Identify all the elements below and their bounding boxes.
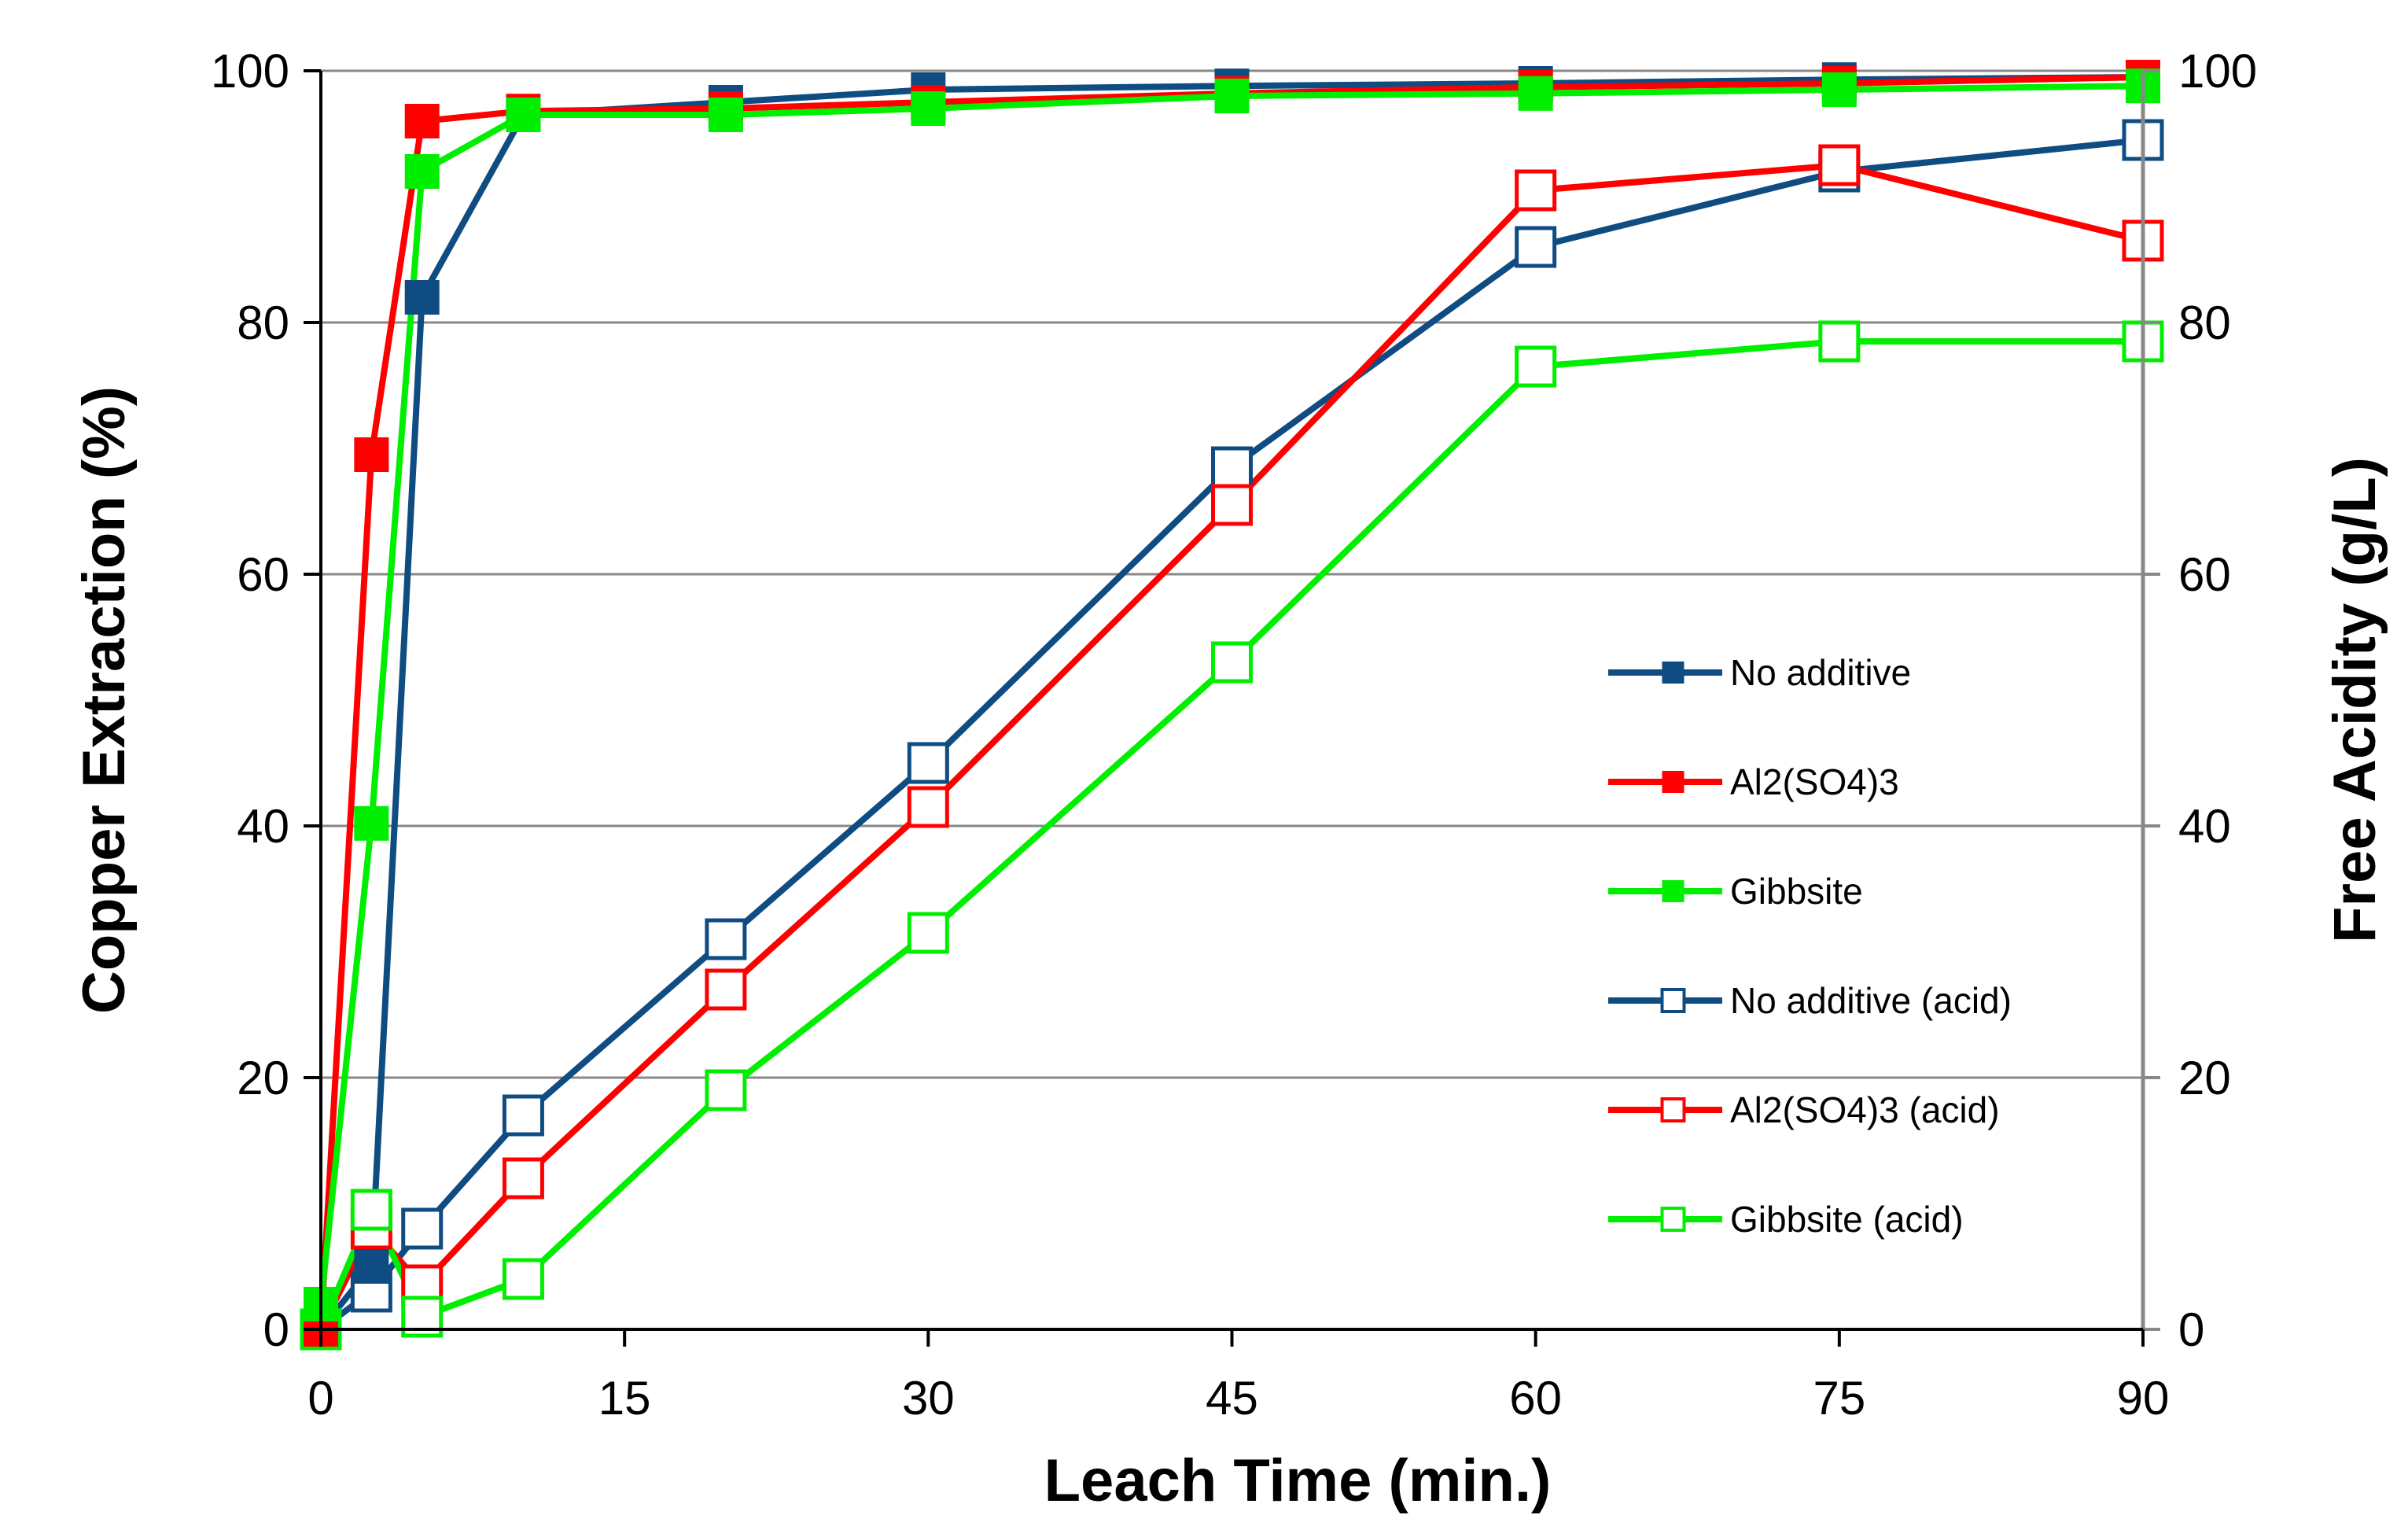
legend-label: No additive bbox=[1730, 652, 1911, 693]
data-point bbox=[907, 742, 949, 784]
data-point bbox=[354, 805, 389, 841]
series-line bbox=[318, 74, 2144, 1332]
x-tick-label: 75 bbox=[1813, 1372, 1865, 1425]
data-point bbox=[502, 1258, 544, 1300]
legend-marker bbox=[1662, 662, 1684, 684]
data-point bbox=[1518, 76, 1553, 111]
data-point bbox=[1515, 226, 1557, 268]
data-point bbox=[401, 1207, 444, 1250]
data-point bbox=[1821, 72, 1857, 107]
data-point bbox=[1515, 169, 1557, 212]
y2-tick-label: 40 bbox=[2178, 800, 2231, 853]
legend-marker bbox=[1662, 880, 1684, 902]
legend-label: Gibbsite (acid) bbox=[1730, 1199, 1964, 1240]
y-tick-label: 20 bbox=[237, 1052, 289, 1104]
legend-label: Gibbsite bbox=[1730, 871, 1863, 912]
x-tick-label: 45 bbox=[1206, 1372, 1258, 1425]
series-lines bbox=[318, 74, 2144, 1332]
data-point bbox=[354, 1249, 389, 1284]
legend-marker bbox=[1662, 771, 1684, 793]
data-point bbox=[1515, 345, 1557, 388]
legend-marker bbox=[1660, 988, 1686, 1013]
y2-tick-label: 0 bbox=[2178, 1303, 2204, 1356]
data-point bbox=[1818, 320, 1861, 363]
data-point bbox=[1211, 484, 1253, 526]
tick-labels: 0 20 40 60 80 100 0 20 40 60 80 100 0 15 30 45 60 75 90 bbox=[211, 45, 2257, 1425]
gridlines bbox=[321, 69, 2143, 1079]
legend-label: No additive (acid) bbox=[1730, 980, 2012, 1021]
x-tick-label: 0 bbox=[307, 1372, 333, 1425]
data-point bbox=[708, 98, 743, 132]
legend-marker bbox=[1660, 1207, 1686, 1232]
data-point bbox=[502, 1094, 544, 1137]
y2-tick-label: 20 bbox=[2178, 1052, 2231, 1104]
y-tick-label: 0 bbox=[263, 1303, 289, 1356]
axes bbox=[304, 69, 2160, 1347]
y-tick-label: 40 bbox=[237, 800, 289, 853]
y2-tick-label: 100 bbox=[2178, 45, 2257, 98]
x-tick-label: 30 bbox=[902, 1372, 955, 1425]
y-tick-label: 60 bbox=[237, 548, 289, 601]
y2-tick-label: 60 bbox=[2178, 548, 2231, 601]
legend-label: Al2(SO4)3 (acid) bbox=[1730, 1089, 2000, 1130]
x-tick-label: 15 bbox=[598, 1372, 651, 1425]
x-tick-label: 60 bbox=[1509, 1372, 1562, 1425]
data-point bbox=[404, 104, 440, 138]
data-point bbox=[907, 786, 949, 828]
data-point bbox=[354, 437, 389, 472]
data-point bbox=[705, 1069, 747, 1111]
series-line bbox=[318, 83, 2144, 1305]
y-axis-title: Copper Extraction (%) bbox=[71, 386, 138, 1014]
legend-marker bbox=[1660, 1097, 1686, 1122]
data-point bbox=[1211, 446, 1253, 488]
data-point bbox=[1818, 144, 1861, 186]
data-point bbox=[506, 98, 541, 132]
y2-axis-title: Free Acidity (g/L) bbox=[2321, 457, 2388, 943]
data-point bbox=[1214, 79, 1250, 113]
y-tick-label: 80 bbox=[237, 297, 289, 349]
x-axis-title: Leach Time (min.) bbox=[1044, 1447, 1552, 1514]
data-point bbox=[911, 91, 946, 126]
data-point bbox=[350, 1189, 392, 1231]
data-point bbox=[1211, 641, 1253, 684]
data-point bbox=[404, 280, 440, 315]
data-point bbox=[404, 154, 440, 189]
legend: No additive Al2(SO4)3 Gibbsite No additive … bbox=[1608, 652, 2012, 1240]
legend-label: Al2(SO4)3 bbox=[1730, 761, 1899, 802]
series-markers bbox=[300, 60, 2164, 1351]
data-point bbox=[705, 968, 747, 1011]
series-line bbox=[318, 338, 2143, 1331]
data-point bbox=[705, 918, 747, 960]
x-tick-label: 90 bbox=[2117, 1372, 2170, 1425]
y-tick-label: 100 bbox=[211, 45, 289, 98]
y2-tick-label: 80 bbox=[2178, 297, 2231, 349]
data-point bbox=[502, 1157, 544, 1200]
series-line bbox=[318, 74, 2144, 1330]
data-point bbox=[907, 912, 949, 954]
